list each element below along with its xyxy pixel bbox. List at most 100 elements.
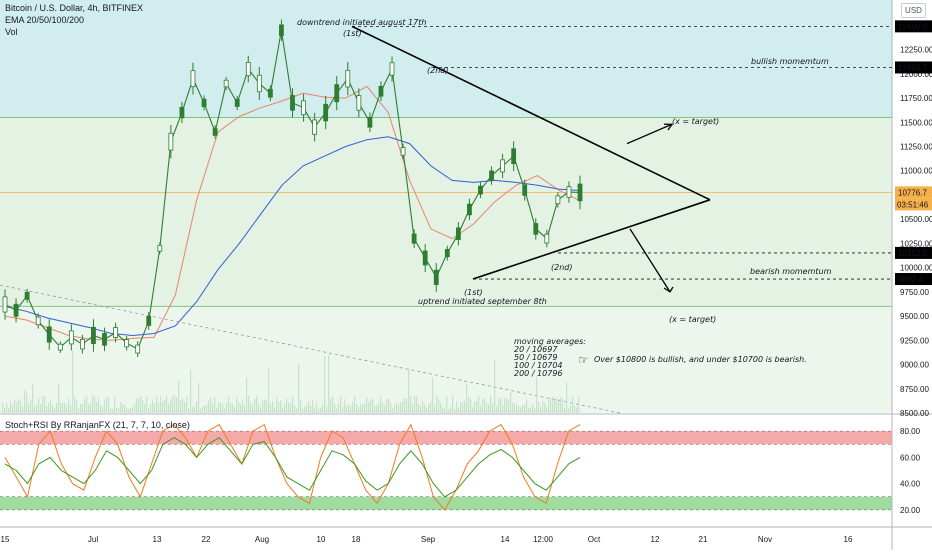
oscillator-band xyxy=(0,496,892,510)
volume-bar xyxy=(216,407,218,413)
price-label: 10152.0 xyxy=(898,249,927,258)
volume-legend[interactable]: Vol xyxy=(5,27,18,37)
price-label: 12065.7 xyxy=(898,63,927,72)
volume-bar xyxy=(428,403,430,413)
volume-bar xyxy=(290,402,292,413)
volume-bar xyxy=(42,396,44,413)
candle-body xyxy=(544,233,550,244)
volume-bar xyxy=(6,402,8,413)
volume-bar xyxy=(448,408,450,413)
volume-bar xyxy=(184,401,186,413)
volume-bar xyxy=(126,407,128,413)
currency-button[interactable]: USD xyxy=(901,3,926,18)
volume-bar xyxy=(44,396,46,413)
volume-bar xyxy=(324,355,326,413)
volume-bar xyxy=(354,395,356,413)
volume-bars xyxy=(2,350,580,413)
volume-bar xyxy=(186,396,188,413)
price-tick-label: 11750.00 xyxy=(900,94,932,103)
volume-bar xyxy=(224,408,226,413)
volume-bar xyxy=(386,399,388,413)
candle-body xyxy=(267,88,273,98)
volume-bar xyxy=(124,404,126,413)
volume-bar xyxy=(250,403,252,413)
volume-bar xyxy=(388,398,390,413)
volume-bar xyxy=(232,403,234,413)
volume-bar xyxy=(242,398,244,413)
volume-bar xyxy=(350,405,352,413)
target-up-label: (x = target) xyxy=(672,117,720,126)
volume-bar xyxy=(404,397,406,413)
volume-bar xyxy=(484,397,486,413)
volume-bar xyxy=(522,405,524,413)
first-bottom-label: (1st) xyxy=(464,288,483,297)
volume-bar xyxy=(464,401,466,413)
volume-bar xyxy=(40,404,42,413)
volume-bar xyxy=(246,377,248,413)
volume-bar xyxy=(172,396,174,413)
volume-bar xyxy=(296,408,298,413)
ema-legend[interactable]: EMA 20/50/100/200 xyxy=(5,15,85,25)
volume-bar xyxy=(474,401,476,413)
volume-bar xyxy=(378,402,380,413)
volume-bar xyxy=(28,403,30,413)
candle-body xyxy=(433,269,439,285)
oscillator-legend[interactable]: Stoch+RSI By RRanjanFX (21, 7, 7, 10, cl… xyxy=(5,420,190,430)
volume-bar xyxy=(4,407,6,413)
candle-body xyxy=(367,116,373,128)
volume-bar xyxy=(332,396,334,413)
volume-bar xyxy=(380,396,382,413)
volume-bar xyxy=(252,406,254,413)
volume-bar xyxy=(304,406,306,413)
volume-bar xyxy=(546,407,548,413)
volume-bar xyxy=(16,402,18,413)
volume-bar xyxy=(18,399,20,413)
time-tick-label: 13 xyxy=(153,535,162,544)
volume-bar xyxy=(444,408,446,413)
candle-body xyxy=(323,103,329,122)
candle-body xyxy=(389,62,395,76)
volume-bar xyxy=(392,408,394,413)
oscillator-pane: 20.00 40.00 60.00 80.00 xyxy=(0,423,921,515)
time-axis: 15 Jul 13 22 Aug 10 18 Sep 14 12:00 Oct 12 21 Nov 16 xyxy=(1,535,853,544)
volume-bar xyxy=(182,398,184,413)
candle-body xyxy=(35,316,41,326)
volume-bar xyxy=(212,404,214,413)
candle-body xyxy=(234,98,240,107)
volume-bar xyxy=(346,405,348,413)
bias-note: Over $10800 is bullish, and under $10700… xyxy=(594,355,807,364)
price-tick-label: 8750.00 xyxy=(900,385,929,394)
volume-bar xyxy=(22,406,24,413)
volume-bar xyxy=(12,405,14,413)
volume-bar xyxy=(140,395,142,413)
volume-bar xyxy=(552,396,554,413)
oscillator-tick-label: 40.00 xyxy=(900,480,921,489)
volume-bar xyxy=(2,402,4,413)
volume-bar xyxy=(508,400,510,413)
price-tick-label: 8500.00 xyxy=(900,409,929,418)
countdown-box xyxy=(895,198,932,211)
candle-body xyxy=(489,170,494,181)
candle-body xyxy=(555,195,561,205)
volume-bar xyxy=(104,399,106,413)
volume-bar xyxy=(566,382,568,413)
volume-bar xyxy=(112,408,114,413)
volume-bar xyxy=(34,405,36,413)
volume-bar xyxy=(220,403,222,413)
volume-bar xyxy=(478,395,480,413)
target-down-label: (x = target) xyxy=(669,315,717,324)
volume-bar xyxy=(300,400,302,413)
candle-body xyxy=(467,203,472,216)
volume-bar xyxy=(48,403,50,413)
time-tick-label: 10 xyxy=(317,535,326,544)
volume-bar xyxy=(532,404,534,413)
volume-bar xyxy=(318,408,320,413)
volume-bar xyxy=(416,396,418,413)
volume-bar xyxy=(322,404,324,413)
price-label-box xyxy=(895,20,932,33)
volume-bar xyxy=(492,404,494,413)
price-label: 12490.0 xyxy=(898,22,927,31)
volume-bar xyxy=(578,397,580,413)
volume-bar xyxy=(452,395,454,413)
